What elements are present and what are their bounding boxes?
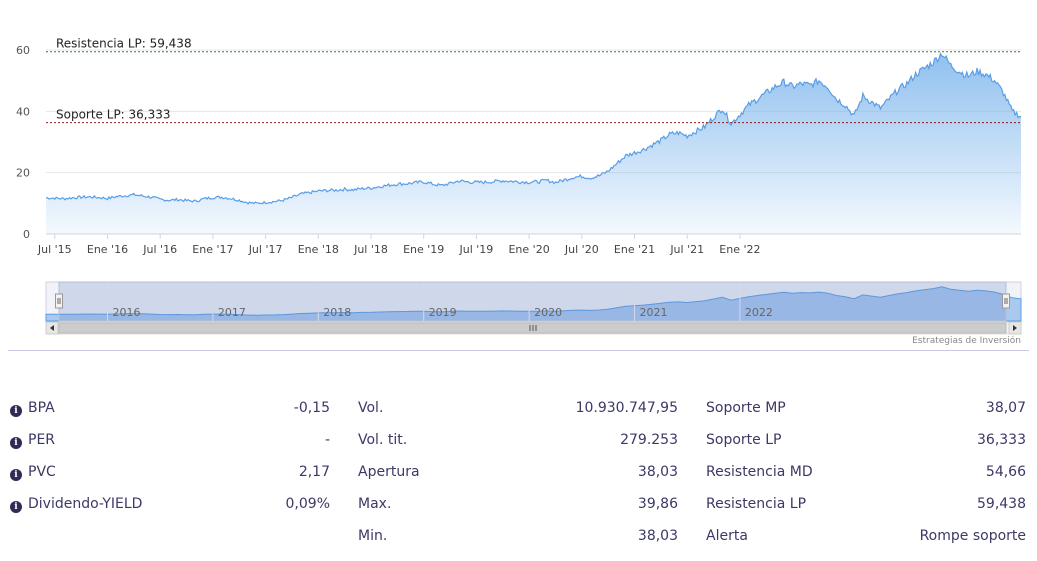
stat-value: 54,66 [985,464,1026,480]
stat-label: Max. [358,496,392,512]
divider [8,350,1029,351]
info-icon[interactable]: i [10,437,22,449]
stat-value: 38,03 [637,464,678,480]
scrollbar-left-button[interactable] [45,321,59,335]
stat-row-resistencia-lp: Resistencia LP 59,438 [706,488,1026,520]
stat-label: Resistencia LP [706,496,807,512]
stat-row-per: i PER - [10,424,330,456]
x-tick-label: Ene '16 [87,243,128,256]
stat-row-min: Min. 38,03 [358,520,678,552]
stat-value: 38,07 [985,400,1026,416]
x-tick-label: Ene '22 [719,243,760,256]
navigator-year-label: 2019 [429,306,457,319]
chart-credit[interactable]: Estrategias de Inversión [912,336,1021,346]
stats-column-levels: Soporte MP 38,07 Soporte LP 36,333 Resiste… [706,392,1026,552]
stat-label: Soporte MP [706,400,786,416]
navigator-handle-left[interactable] [55,293,63,309]
stat-value: 0,09% [285,496,330,512]
stat-row-soporte-mp: Soporte MP 38,07 [706,392,1026,424]
x-tick-label: Jul '19 [459,243,494,256]
x-tick-label: Jul '17 [248,243,283,256]
info-icon[interactable]: i [10,405,22,417]
resistance-label: Resistencia LP: 59,438 [56,37,192,51]
y-tick-label: 40 [16,105,30,118]
scrollbar-track [45,321,1022,335]
stat-value: 2,17 [298,464,330,480]
x-tick-label: Jul '15 [37,243,72,256]
stats-column-trading: Vol. 10.930.747,95 Vol. tit. 279.253 Apert… [358,392,678,552]
y-tick-label: 60 [16,44,30,57]
info-icon[interactable]: i [10,469,22,481]
x-tick-label: Ene '20 [508,243,549,256]
scrollbar-right-button[interactable] [1008,321,1022,335]
price-line [45,52,1022,205]
y-tick-label: 20 [16,167,30,180]
stat-row-apertura: Apertura 38,03 [358,456,678,488]
navigator-handle-right[interactable] [1002,293,1010,309]
x-tick-label: Ene '19 [403,243,444,256]
stat-row-resistencia-md: Resistencia MD 54,66 [706,456,1026,488]
x-tick-label: Ene '21 [614,243,655,256]
stat-value: 59,438 [977,496,1026,512]
y-tick-label: 0 [23,228,30,241]
stat-row-soporte-lp: Soporte LP 36,333 [706,424,1026,456]
stat-value: -0,15 [293,400,330,416]
navigator-year-label: 2021 [640,306,668,319]
stat-label: Apertura [358,464,420,480]
navigator-series [45,286,1022,322]
stat-value: 39,86 [637,496,678,512]
stat-row-vol: Vol. 10.930.747,95 [358,392,678,424]
stat-row-pvc: i PVC 2,17 [10,456,330,488]
stat-label: Vol. [358,400,384,416]
stat-label: PVC [28,464,56,480]
stat-value: 10.930.747,95 [575,400,678,416]
stat-label: BPA [28,400,55,416]
stat-row-vol-tit: Vol. tit. 279.253 [358,424,678,456]
stat-label: Alerta [706,528,748,544]
stat-value: 279.253 [620,432,678,448]
x-tick-label: Jul '20 [564,243,599,256]
navigator-mask [58,281,1007,322]
stat-label: PER [28,432,56,448]
navigator-year-label: 2017 [218,306,246,319]
stat-row-max: Max. 39,86 [358,488,678,520]
stock-chart: 0 20 40 60 Resistencia LP: 59,438 Soporte LP:… [16,37,1022,346]
stat-value: - [324,432,330,448]
price-area [46,53,1021,234]
stat-row-alerta: Alerta Rompe soporte [706,520,1026,552]
stat-value: 38,03 [637,528,678,544]
stats-column-fundamentals: i BPA -0,15 i PER - i PVC 2,17 i Dividendo-YIEL… [10,392,330,520]
stat-value: 36,333 [977,432,1026,448]
stats-panel: i BPA -0,15 i PER - i PVC 2,17 i Dividendo-YIEL… [0,392,1037,552]
info-icon[interactable]: i [10,501,22,513]
stat-label: Dividendo-YIELD [28,496,143,512]
x-tick-label: Jul '18 [353,243,388,256]
navigator-year-label: 2018 [323,306,351,319]
navigator-year-label: 2022 [745,306,773,319]
chevron-right-icon [1013,325,1017,331]
x-tick-label: Ene '18 [298,243,339,256]
chevron-left-icon [50,325,54,331]
stat-label: Resistencia MD [706,464,813,480]
x-tick-label: Jul '16 [142,243,177,256]
scrollbar-thumb[interactable] [58,322,1007,334]
navigator-year-label: 2020 [534,306,562,319]
stat-row-bpa: i BPA -0,15 [10,392,330,424]
stat-row-dividend-yield: i Dividendo-YIELD 0,09% [10,488,330,520]
stat-label: Min. [358,528,388,544]
stat-value: Rompe soporte [919,528,1026,544]
stat-label: Vol. tit. [358,432,408,448]
x-tick-label: Ene '17 [192,243,233,256]
price-area-chart: 0 20 40 60 Resistencia LP: 59,438 Soporte LP:… [16,37,1022,256]
navigator-year-label: 2016 [112,306,140,319]
navigator-frame [45,281,1022,322]
stat-label: Soporte LP [706,432,782,448]
x-tick-label: Jul '21 [669,243,704,256]
support-label: Soporte LP: 36,333 [56,108,171,122]
